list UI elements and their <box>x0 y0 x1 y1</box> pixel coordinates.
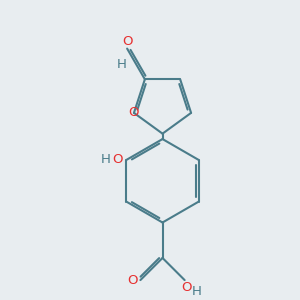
Text: H: H <box>191 285 201 298</box>
Text: O: O <box>122 34 132 48</box>
Text: O: O <box>128 274 138 286</box>
Text: O: O <box>182 281 192 294</box>
Text: H: H <box>117 58 127 71</box>
Text: O: O <box>112 153 123 167</box>
Text: H: H <box>101 153 110 167</box>
Text: O: O <box>129 106 139 119</box>
